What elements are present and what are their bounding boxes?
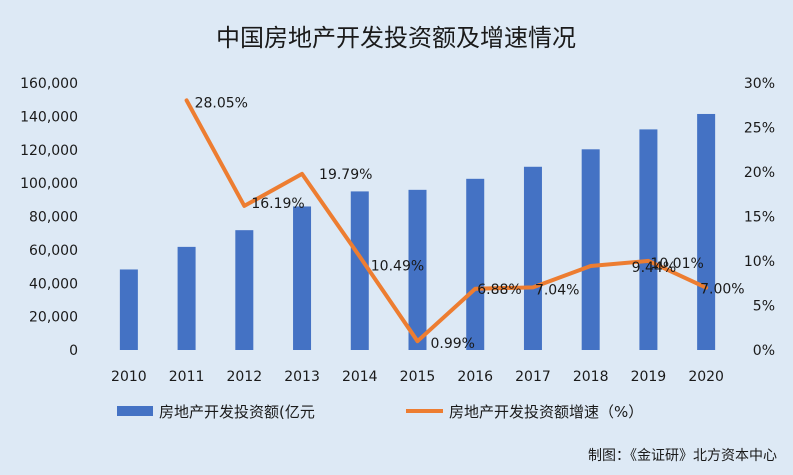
bar-series	[119, 113, 716, 350]
left-tick-label: 80,000	[29, 210, 78, 226]
x-tick-label: 2019	[631, 369, 667, 385]
x-tick-label: 2016	[457, 369, 493, 385]
x-tick-label: 2018	[573, 369, 609, 385]
bar	[523, 166, 542, 350]
right-tick-label: 0%	[753, 343, 775, 359]
left-tick-label: 120,000	[20, 143, 78, 159]
left-tick-label: 20,000	[29, 310, 78, 326]
x-tick-label: 2015	[400, 369, 436, 385]
right-tick-label: 25%	[744, 121, 775, 137]
right-tick-label: 20%	[744, 165, 775, 181]
x-tick-label: 2017	[515, 369, 551, 385]
line-data-label: 6.88%	[477, 282, 521, 298]
line-data-label: 10.01%	[650, 256, 703, 272]
x-tick-label: 2014	[342, 369, 378, 385]
bar	[408, 189, 427, 350]
line-data-label: 28.05%	[195, 95, 248, 111]
left-tick-label: 40,000	[29, 276, 78, 292]
left-tick-label: 140,000	[20, 109, 78, 125]
right-tick-label: 10%	[744, 254, 775, 270]
x-tick-label: 2013	[284, 369, 320, 385]
right-tick-label: 30%	[744, 76, 775, 92]
legend: 房地产开发投资额(亿元 房地产开发投资额增速（%）	[117, 403, 643, 421]
bar	[697, 113, 716, 350]
legend-swatch-bar	[117, 406, 153, 416]
line-data-label: 0.99%	[431, 336, 475, 352]
bar	[639, 129, 658, 350]
left-axis: 0 20,000 40,000 60,000 80,000 100,000 120,000 1…	[20, 76, 78, 359]
line-data-label: 10.49%	[371, 259, 424, 275]
legend-label-line: 房地产开发投资额增速（%）	[449, 403, 643, 421]
legend-label-bar: 房地产开发投资额(亿元	[159, 403, 315, 421]
x-tick-label: 2010	[111, 369, 147, 385]
line-series: 28.05% 16.19% 19.79% 10.49% 0.99% 6.88% 7.04% 9…	[184, 95, 745, 352]
bar	[177, 246, 196, 350]
growth-line	[184, 98, 709, 344]
bar	[581, 149, 600, 350]
chart-title: 中国房地产开发投资额及增速情况	[216, 24, 576, 52]
x-tick-label: 2020	[688, 369, 724, 385]
bar	[350, 191, 369, 350]
bar	[235, 230, 254, 350]
bar	[119, 269, 138, 350]
line-data-label: 9.44%	[632, 260, 676, 276]
left-tick-label: 60,000	[29, 243, 78, 259]
left-tick-label: 160,000	[20, 76, 78, 92]
x-tick-label: 2011	[169, 369, 205, 385]
bar	[293, 206, 312, 350]
right-axis: 0% 5% 10% 15% 20% 25% 30%	[744, 76, 775, 359]
bar	[466, 178, 485, 350]
line-data-label: 19.79%	[319, 167, 372, 183]
right-tick-label: 15%	[744, 210, 775, 226]
x-axis: 2010 2011 2012 2013 2014 2015 2016 2017 2018 2019…	[111, 369, 724, 385]
right-tick-label: 5%	[753, 299, 775, 315]
left-tick-label: 0	[69, 343, 78, 359]
line-data-label: 16.19%	[251, 196, 304, 212]
line-data-label: 7.04%	[535, 282, 579, 298]
line-data-label: 7.00%	[700, 282, 744, 298]
x-tick-label: 2012	[226, 369, 262, 385]
source-note: 制图：《金证研》北方资本中心	[588, 448, 777, 464]
left-tick-label: 100,000	[20, 176, 78, 192]
